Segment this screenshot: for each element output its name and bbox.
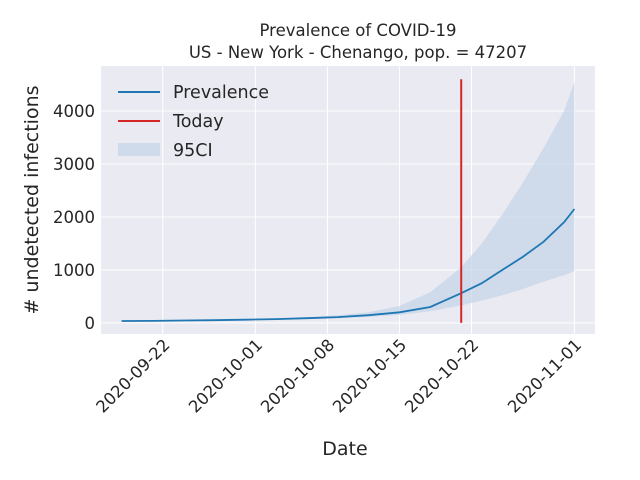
y-tick-label: 1000 [53, 261, 95, 280]
legend-ci-swatch [118, 143, 160, 156]
grid-lines [101, 66, 595, 334]
y-tick-label: 2000 [53, 208, 95, 227]
legend: Prevalence Today 95CI [118, 83, 269, 161]
chart-title-line2: US - New York - Chenango, pop. = 47207 [189, 43, 527, 62]
legend-ci-label: 95CI [173, 141, 213, 161]
chart-title-line1: Prevalence of COVID-19 [260, 21, 457, 40]
legend-today-label: Today [172, 112, 224, 132]
legend-prevalence-label: Prevalence [173, 83, 269, 103]
y-tick-label: 3000 [53, 155, 95, 174]
y-tick-label: 4000 [53, 102, 95, 121]
y-tick-label: 0 [85, 314, 96, 333]
y-tick-labels: 0 1000 2000 3000 4000 [53, 102, 95, 333]
y-axis-label: # undetected infections [21, 85, 43, 314]
prevalence-line [121, 208, 576, 322]
x-axis-label: Date [322, 438, 367, 460]
